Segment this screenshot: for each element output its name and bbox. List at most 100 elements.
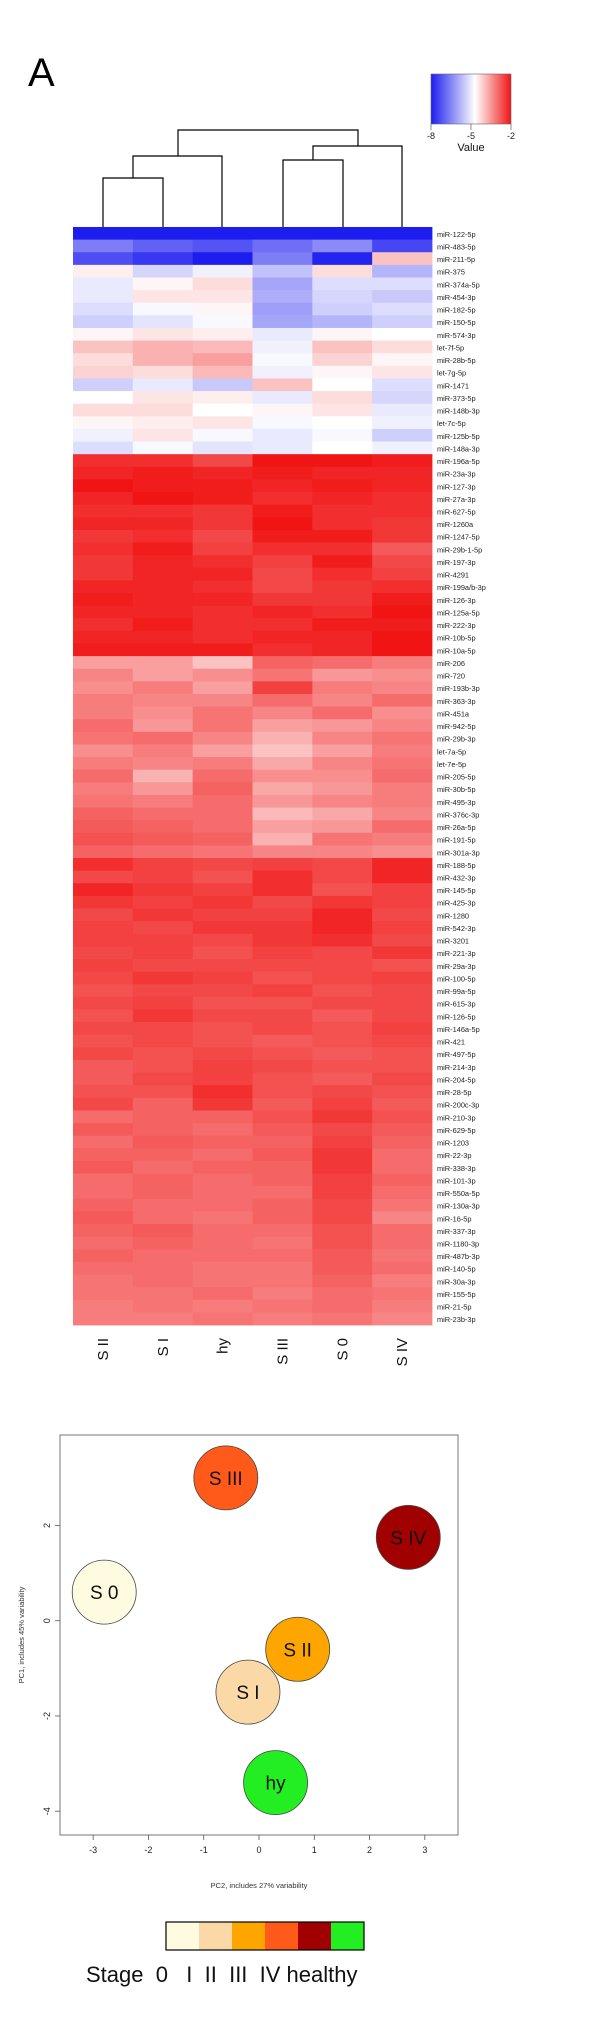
heatmap-cell — [252, 1299, 313, 1313]
heatmap-cell — [372, 832, 433, 846]
heatmap-cell — [73, 340, 134, 354]
heatmap-cell — [312, 996, 373, 1010]
heatmap-cell — [192, 391, 253, 405]
heatmap-cell — [312, 757, 373, 771]
heatmap-cell — [252, 807, 313, 821]
heatmap-cell — [372, 428, 433, 442]
dendrogram-branch — [282, 159, 344, 227]
heatmap-cell — [132, 643, 194, 657]
heatmap-cell — [132, 1274, 194, 1288]
heatmap-row-label: miR-374a-5p — [437, 280, 480, 289]
heatmap-cell — [312, 1160, 373, 1174]
heatmap-cell — [132, 1299, 194, 1313]
heatmap-cell — [192, 731, 253, 745]
heatmap-cell — [132, 693, 194, 707]
heatmap-cell — [132, 794, 194, 808]
heatmap-cell — [312, 428, 373, 442]
heatmap-cell — [312, 1009, 373, 1023]
heatmap-cell — [192, 1274, 253, 1288]
heatmap-cell — [312, 1097, 373, 1111]
heatmap-cell — [252, 1085, 313, 1099]
heatmap-cell — [192, 656, 253, 670]
heatmap-row-label: miR-145-5p — [437, 886, 476, 895]
stage-swatch — [265, 1922, 298, 1950]
heatmap-cell — [192, 315, 253, 329]
heatmap-row-label: miR-30a-3p — [437, 1277, 476, 1286]
heatmap-cell — [312, 858, 373, 872]
heatmap-cell — [312, 1135, 373, 1149]
heatmap-cell — [73, 391, 134, 405]
heatmap-cell — [312, 959, 373, 973]
heatmap-cell — [252, 492, 313, 506]
heatmap-cell — [192, 1312, 253, 1326]
heatmap-cell — [132, 1009, 194, 1023]
heatmap-cell — [192, 529, 253, 543]
heatmap-cell — [132, 908, 194, 922]
heatmap-cell — [73, 542, 134, 556]
heatmap-cell — [372, 959, 433, 973]
heatmap-cell — [312, 555, 373, 569]
heatmap-cell — [132, 454, 194, 468]
heatmap-cell — [372, 731, 433, 745]
heatmap-row-label: let-7f-5p — [437, 343, 464, 352]
heatmap-row-label: miR-4291 — [437, 571, 469, 580]
heatmap-cell — [252, 719, 313, 733]
heatmap-cell — [73, 605, 134, 619]
heatmap-cell — [73, 252, 134, 266]
heatmap-cell — [192, 504, 253, 518]
heatmap-cell — [132, 1173, 194, 1187]
heatmap-cell — [312, 391, 373, 405]
heatmap-cell — [132, 529, 194, 543]
heatmap-row-label: miR-454-3p — [437, 293, 476, 302]
heatmap-row-label: miR-301a-3p — [437, 848, 480, 857]
heatmap-cell — [252, 630, 313, 644]
heatmap-cell — [132, 1312, 194, 1326]
heatmap-cell — [192, 782, 253, 796]
heatmap-cell — [252, 428, 313, 442]
heatmap-cell — [372, 1299, 433, 1313]
x-tick-label: 3 — [422, 1845, 427, 1855]
y-axis-label: PC1, includes 45% variability — [17, 1586, 26, 1683]
heatmap-cell — [252, 971, 313, 985]
heatmap-cell — [73, 643, 134, 657]
heatmap-cell — [192, 1249, 253, 1263]
heatmap-row-label: miR-210-3p — [437, 1113, 476, 1122]
heatmap-cell — [73, 580, 134, 594]
heatmap-cell — [192, 264, 253, 278]
heatmap-cell — [73, 656, 134, 670]
heatmap-cell — [73, 365, 134, 379]
heatmap-cell — [372, 517, 433, 531]
heatmap-cell — [192, 820, 253, 834]
stage-legend-text: Stage 0 I II III IV healthy — [86, 1962, 357, 1987]
pca-point-label: S IV — [390, 1528, 426, 1549]
heatmap-cell — [192, 239, 253, 253]
heatmap-cell — [252, 782, 313, 796]
heatmap-cell — [132, 1123, 194, 1137]
heatmap-cell — [132, 593, 194, 607]
heatmap-cell — [372, 1160, 433, 1174]
heatmap-cell — [192, 1160, 253, 1174]
heatmap-cell — [372, 757, 433, 771]
heatmap-cell — [73, 1009, 134, 1023]
heatmap-cell — [252, 479, 313, 493]
heatmap-row-label: miR-574-3p — [437, 331, 476, 340]
heatmap-cell — [132, 1287, 194, 1301]
heatmap-cell — [132, 517, 194, 531]
heatmap-row-label: miR-10b-5p — [437, 634, 476, 643]
heatmap-cell — [372, 656, 433, 670]
heatmap-cell — [192, 984, 253, 998]
heatmap-cell — [132, 567, 194, 581]
heatmap-cell — [372, 555, 433, 569]
heatmap-cell — [192, 479, 253, 493]
heatmap-cell — [252, 504, 313, 518]
heatmap-cell — [312, 1047, 373, 1061]
pca-point-label: S II — [283, 1640, 312, 1661]
heatmap-column-label: S I — [155, 1338, 172, 1356]
heatmap-cell — [192, 277, 253, 291]
heatmap-row-label: miR-99a-5p — [437, 987, 476, 996]
heatmap-cell — [372, 858, 433, 872]
heatmap-row-label: miR-125b-5p — [437, 432, 480, 441]
heatmap-cell — [252, 1236, 313, 1250]
heatmap-cell — [192, 593, 253, 607]
heatmap-cell — [252, 883, 313, 897]
